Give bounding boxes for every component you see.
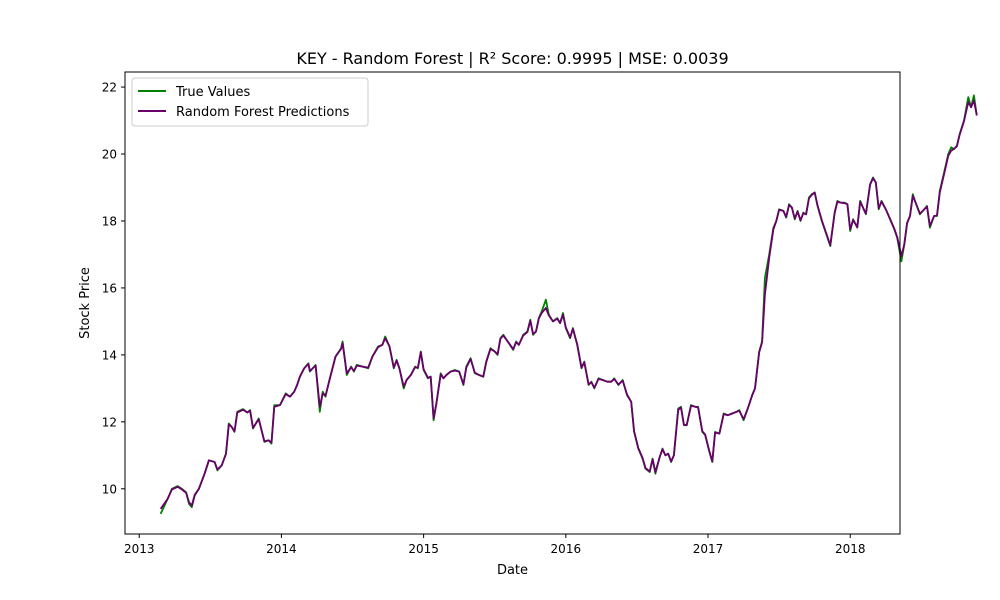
x-tick-label: 2015 (408, 542, 439, 556)
legend-box (131, 77, 369, 127)
series-line-random-forest-predictions (159, 99, 978, 510)
x-tick-label: 2016 (551, 542, 582, 556)
legend: True Values Random Forest Predictions (131, 77, 369, 127)
x-tick-label: 2018 (835, 542, 866, 556)
y-axis-label: Stock Price (78, 267, 93, 339)
y-tick-label: 20 (102, 148, 117, 162)
plot-frame (124, 71, 901, 535)
y-axis: 10 12 14 16 18 20 22 (102, 81, 125, 496)
legend-label-true-values: True Values (175, 85, 250, 100)
y-tick-label: 10 (102, 482, 117, 496)
y-tick-label: 12 (102, 415, 117, 429)
series-layer (159, 94, 978, 515)
legend-label-random-forest-predictions: Random Forest Predictions (176, 105, 350, 120)
x-tick-label: 2013 (124, 542, 155, 556)
x-axis-label: Date (497, 563, 528, 578)
y-tick-label: 16 (102, 281, 117, 295)
y-tick-label: 18 (102, 214, 117, 228)
x-tick-label: 2017 (693, 542, 724, 556)
chart-title: KEY - Random Forest | R² Score: 0.9995 |… (296, 49, 728, 68)
x-tick-label: 2014 (266, 542, 297, 556)
y-tick-label: 14 (102, 348, 117, 362)
x-axis: 2013 2014 2015 2016 2017 2018 (124, 534, 866, 556)
y-tick-label: 22 (102, 81, 117, 95)
